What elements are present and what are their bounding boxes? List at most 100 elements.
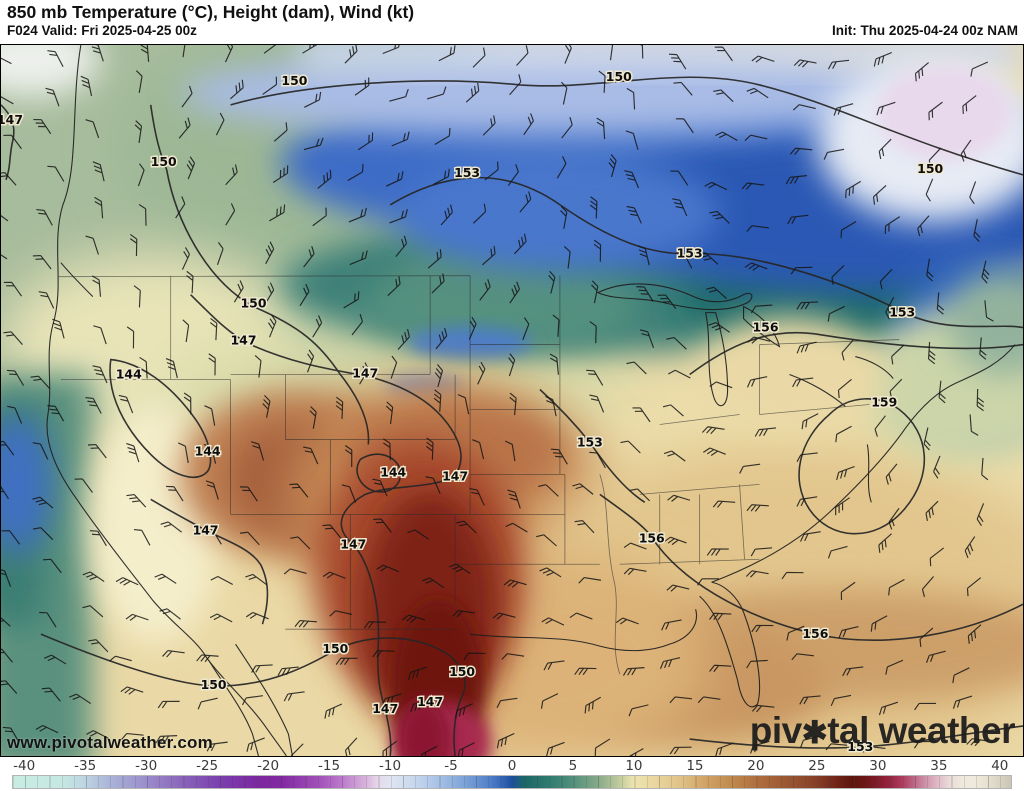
- wind-barb: [435, 328, 448, 350]
- wind-barb: [160, 521, 182, 533]
- contour-label: 156: [752, 320, 778, 335]
- contour-label: 144: [195, 443, 221, 458]
- wind-barb: [504, 440, 516, 462]
- wind-barb: [799, 695, 821, 705]
- wind-barb: [509, 281, 520, 304]
- wind-barb: [85, 235, 99, 255]
- wind-barb: [306, 349, 315, 373]
- wind-barbs-layer: [1, 45, 994, 756]
- wind-barb: [245, 573, 267, 586]
- wind-barb: [433, 389, 442, 412]
- wind-barb: [878, 138, 892, 160]
- wind-barb: [879, 268, 893, 290]
- wind-barb: [41, 687, 61, 702]
- wind-barb: [268, 314, 277, 338]
- wind-barb: [265, 241, 275, 265]
- wind-barb: [438, 45, 456, 62]
- wind-barb: [981, 457, 989, 481]
- wind-barb: [351, 313, 364, 336]
- wind-barb: [240, 486, 258, 502]
- wind-barb: [786, 625, 805, 641]
- wind-barb: [623, 542, 647, 550]
- wind-barb: [241, 695, 263, 706]
- wind-barb: [427, 249, 442, 269]
- wind-barb: [708, 321, 731, 333]
- wind-barb: [203, 443, 217, 464]
- wind-barb: [636, 286, 654, 302]
- wind-barb: [251, 441, 265, 461]
- wind-barb: [746, 87, 769, 99]
- wind-barb: [35, 725, 59, 734]
- wind-barb: [519, 191, 532, 213]
- wind-barb: [709, 612, 732, 621]
- wind-barb: [928, 147, 942, 169]
- contour-label: 153: [677, 246, 703, 261]
- wind-barb: [344, 445, 353, 468]
- init-time-label: Init: Thu 2025-04-24 00z NAM: [831, 23, 1018, 38]
- wind-barb: [422, 577, 445, 589]
- wind-barb: [739, 463, 761, 474]
- wind-barb: [800, 735, 821, 748]
- wind-barb: [137, 163, 145, 187]
- wind-barb: [472, 47, 486, 68]
- pivotal-weather-logo: piv✱tal weather: [750, 709, 1016, 755]
- wind-barb: [793, 59, 817, 68]
- wind-barb: [492, 612, 516, 620]
- wind-barb: [140, 45, 150, 62]
- contour-label: 150: [322, 641, 348, 656]
- wind-barb: [666, 584, 690, 592]
- wind-barb: [329, 610, 353, 617]
- wind-barb: [410, 699, 431, 712]
- wind-barb: [89, 530, 107, 547]
- wind-barb: [709, 210, 730, 224]
- wind-barb: [923, 427, 931, 451]
- wind-barb: [626, 205, 642, 224]
- wind-barb: [166, 485, 184, 502]
- wind-barb: [317, 169, 332, 189]
- wind-barb: [715, 131, 738, 141]
- wind-barb: [981, 260, 990, 284]
- wind-barb: [344, 737, 358, 756]
- wind-barb: [564, 45, 572, 64]
- wind-barb: [225, 164, 238, 186]
- wind-barb: [312, 315, 323, 338]
- wind-barb: [372, 478, 388, 497]
- contour-label: 147: [442, 468, 468, 483]
- contour-label: 144: [116, 367, 142, 382]
- wind-barb: [620, 440, 641, 454]
- wind-barb: [799, 531, 821, 542]
- wind-barb: [372, 650, 395, 658]
- wind-barb: [870, 615, 888, 632]
- wind-barb: [976, 503, 985, 526]
- contour-label: 153: [847, 739, 873, 754]
- contour-labels-layer: 150 150 150 150 150 147 147 147 147 147 147 147 147 1…: [1, 67, 945, 755]
- wind-barb: [2, 726, 20, 744]
- wind-barb: [178, 45, 187, 58]
- wind-barb: [290, 743, 304, 756]
- wind-barb: [82, 571, 105, 583]
- wind-barb: [966, 738, 989, 747]
- wind-barb: [969, 414, 979, 436]
- wind-barb: [976, 388, 985, 412]
- wind-barb: [341, 484, 357, 503]
- wind-barb: [32, 527, 54, 541]
- wind-barb: [209, 317, 218, 341]
- wind-barb: [390, 355, 398, 379]
- wind-barb: [670, 170, 689, 186]
- wind-barb: [32, 254, 52, 270]
- wind-barb: [262, 76, 278, 95]
- wind-barb: [91, 275, 102, 297]
- wind-barb: [186, 270, 194, 294]
- wind-barb: [463, 652, 486, 660]
- wind-barb: [591, 280, 599, 304]
- wind-barb: [354, 77, 370, 96]
- map-title: 850 mb Temperature (°C), Height (dam), W…: [7, 2, 415, 22]
- wind-barb: [47, 165, 65, 182]
- wind-barb: [709, 381, 733, 389]
- wind-barb: [744, 134, 768, 141]
- wind-barb: [133, 528, 151, 546]
- wind-barb: [420, 745, 438, 756]
- wind-barb: [550, 448, 568, 465]
- wind-barb: [791, 653, 814, 661]
- wind-barb: [304, 91, 322, 108]
